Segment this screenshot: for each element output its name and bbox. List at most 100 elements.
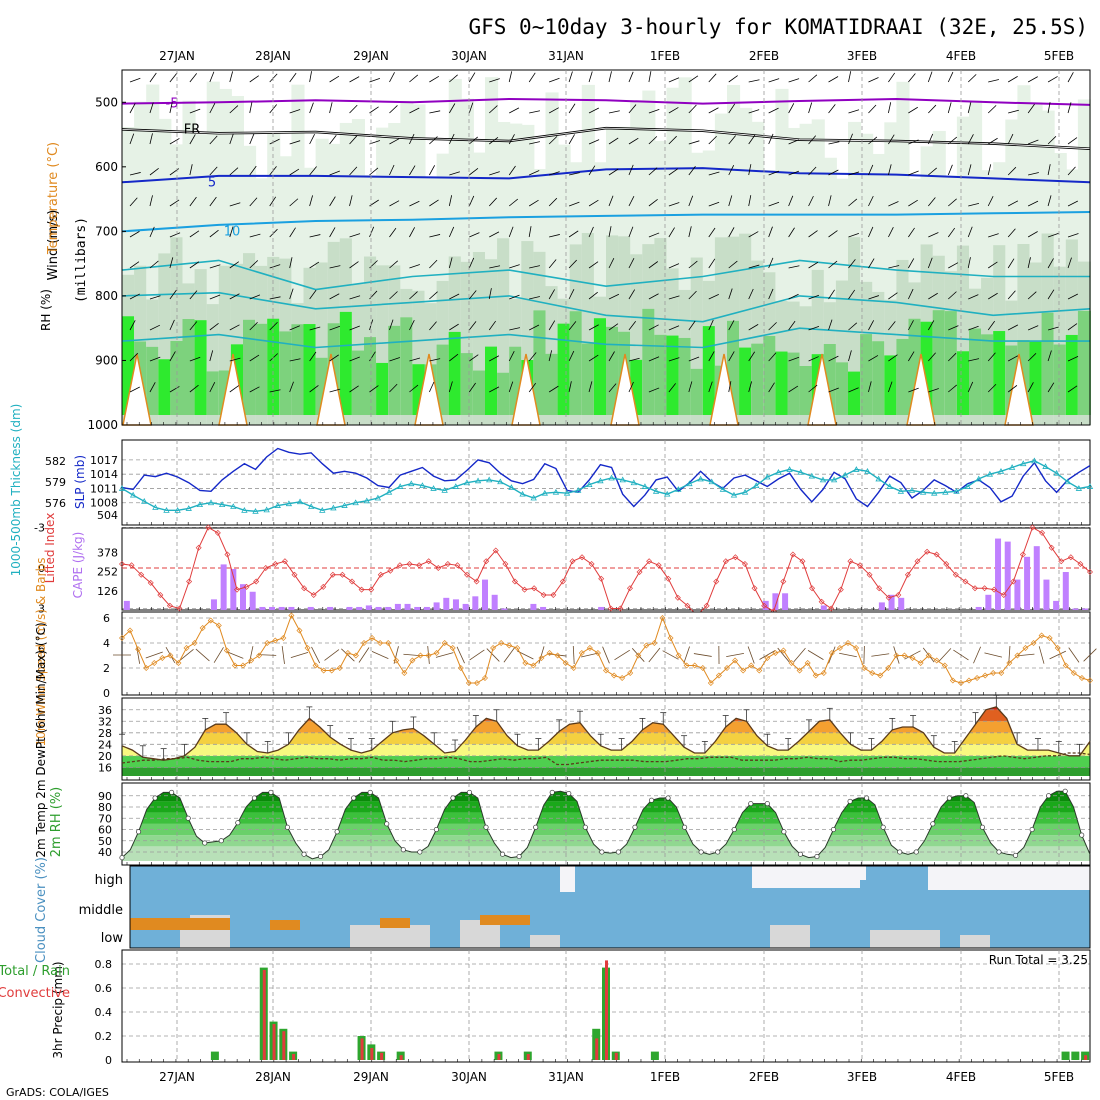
wind-barb xyxy=(848,259,856,269)
wind-barb xyxy=(269,296,281,300)
precip-total-bar xyxy=(1061,1051,1070,1060)
wind-barb xyxy=(229,167,239,176)
rh-marker xyxy=(698,849,704,855)
bottom-day-label: 2FEB xyxy=(749,1070,779,1084)
thickness-marker xyxy=(1008,464,1016,470)
thickness-marker xyxy=(830,476,838,483)
thickness-marker xyxy=(964,483,971,489)
wind-barb xyxy=(249,197,258,207)
wind-marker xyxy=(223,647,230,654)
wind-marker xyxy=(691,662,698,669)
footer-credit: GrADS: COLA/IGES xyxy=(6,1086,109,1099)
li-marker xyxy=(521,586,528,593)
wind-barb xyxy=(488,320,496,331)
wind-barb xyxy=(987,383,997,393)
li-marker xyxy=(789,551,796,558)
li-marker xyxy=(741,560,748,567)
wind-barb xyxy=(309,195,313,207)
rh-shade-high xyxy=(400,317,414,415)
wind-barb xyxy=(708,258,716,269)
rh-shade-high xyxy=(932,310,946,415)
precip-convective-bar xyxy=(360,1038,364,1060)
thickness-marker xyxy=(808,472,816,479)
wind-barb xyxy=(568,381,572,393)
wind-barb xyxy=(788,385,799,393)
temperature-contour-low xyxy=(121,259,1090,291)
rh-marker xyxy=(913,849,919,855)
wind-barb xyxy=(229,357,241,362)
wind-marker xyxy=(724,665,730,671)
wind-marker xyxy=(748,662,755,669)
wind-tick-label: 4 xyxy=(103,637,110,650)
wind-barb xyxy=(608,137,619,145)
wind-marker xyxy=(151,660,158,666)
thickness-tick-label: 579 xyxy=(45,476,66,489)
cloud-panel: high middle low xyxy=(79,865,1091,949)
rh-marker xyxy=(450,795,456,801)
wind-barb xyxy=(948,384,958,393)
wind-barb xyxy=(828,319,833,331)
low-cloud-block xyxy=(870,930,940,948)
cape-tick-label: 126 xyxy=(97,585,118,598)
li-marker xyxy=(483,558,490,565)
wind-barb xyxy=(988,79,1000,83)
wind-barb xyxy=(429,136,438,145)
wind-barb xyxy=(888,102,892,114)
wind-barb xyxy=(628,104,637,114)
wind-barb xyxy=(1047,350,1052,362)
wind-barb xyxy=(908,199,918,207)
wind-barb xyxy=(149,295,161,300)
wind-barb xyxy=(868,355,879,362)
wind-barb xyxy=(429,165,436,176)
rh-shade-high xyxy=(1053,344,1067,415)
wind-barb xyxy=(429,110,441,114)
wind-marker xyxy=(772,650,779,656)
rh-marker xyxy=(251,795,257,801)
wind-barb xyxy=(489,78,500,83)
thickness-marker xyxy=(319,507,326,513)
wind-barb xyxy=(281,646,285,664)
wind-barb xyxy=(269,138,280,145)
thickness-marker xyxy=(1053,469,1060,476)
wind-barb xyxy=(568,350,575,362)
cape-bar xyxy=(482,579,488,610)
wind-barb xyxy=(728,135,736,145)
temp-tick-label: 32 xyxy=(98,715,112,728)
wind-barb xyxy=(1047,258,1054,269)
rh-shade-high xyxy=(702,326,716,415)
wind-barb xyxy=(588,139,600,145)
wind-barb xyxy=(688,140,700,145)
thickness-marker xyxy=(931,489,938,496)
precip-convective-bar xyxy=(370,1048,374,1060)
wind-barb xyxy=(728,320,735,331)
wind-barb xyxy=(888,134,895,145)
rh-shade-high xyxy=(170,340,184,415)
wind-marker xyxy=(119,635,125,641)
rh-shade-high xyxy=(1041,312,1055,415)
wind-barb xyxy=(808,166,817,176)
wind-marker xyxy=(522,660,529,666)
wind-barb xyxy=(748,381,753,393)
wind-barb xyxy=(329,135,337,145)
wind-barb xyxy=(509,107,520,114)
wind-barb xyxy=(848,232,860,238)
wind-barb xyxy=(777,647,790,663)
wind-barb xyxy=(788,170,800,176)
rh-shade-high xyxy=(158,359,172,415)
rh-marker xyxy=(1046,793,1052,799)
temp-tick-label: 24 xyxy=(98,738,112,751)
top-day-label: 5FEB xyxy=(1044,49,1074,63)
wind-barb xyxy=(468,382,476,393)
wind-marker xyxy=(804,660,811,666)
wind-barb xyxy=(486,648,500,662)
wind-marker xyxy=(820,670,827,676)
wind-marker xyxy=(473,680,480,686)
li-marker xyxy=(703,602,710,609)
wind-barb xyxy=(788,356,800,362)
li-marker xyxy=(866,571,873,578)
rh-shade-high xyxy=(448,331,462,415)
wind-marker xyxy=(506,642,513,649)
upper-ytick-label: 500 xyxy=(95,95,118,109)
wind-barb xyxy=(548,289,555,300)
wind-barb xyxy=(1067,102,1072,114)
